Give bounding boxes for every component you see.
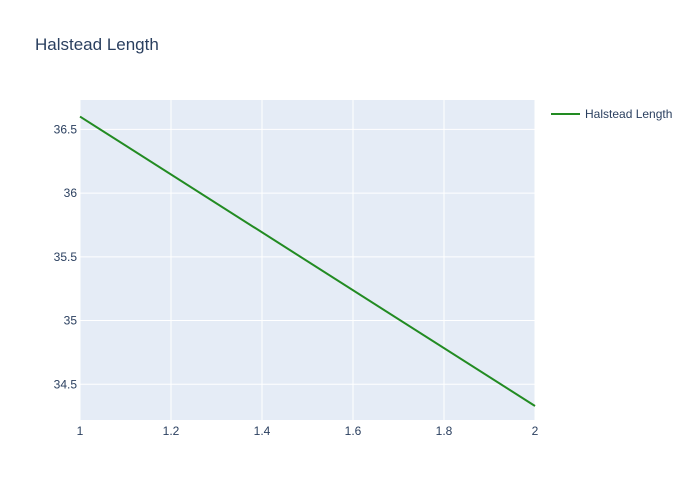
legend-label: Halstead Length (585, 107, 672, 121)
y-tick-label: 36 (64, 186, 78, 200)
chart-title: Halstead Length (35, 35, 159, 54)
y-tick-label: 36.5 (54, 122, 78, 136)
series-layer (79, 115, 536, 407)
plot-area (80, 100, 535, 420)
x-tick-label: 1 (77, 424, 84, 438)
legend[interactable]: Halstead Length (551, 107, 672, 121)
x-tick-label: 2 (532, 424, 539, 438)
series-line[interactable] (79, 115, 536, 407)
y-tick-label: 35.5 (54, 250, 78, 264)
x-tick-label: 1.2 (163, 424, 180, 438)
y-axis-ticks: 34.5 35 35.5 36 36.5 (54, 122, 78, 391)
y-tick-label: 35 (64, 314, 78, 328)
x-tick-label: 1.4 (254, 424, 271, 438)
x-axis-ticks: 1 1.2 1.4 1.6 1.8 2 (77, 424, 539, 438)
x-tick-label: 1.8 (436, 424, 453, 438)
x-tick-label: 1.6 (345, 424, 362, 438)
gridlines (79, 100, 536, 420)
y-tick-label: 34.5 (54, 377, 78, 391)
